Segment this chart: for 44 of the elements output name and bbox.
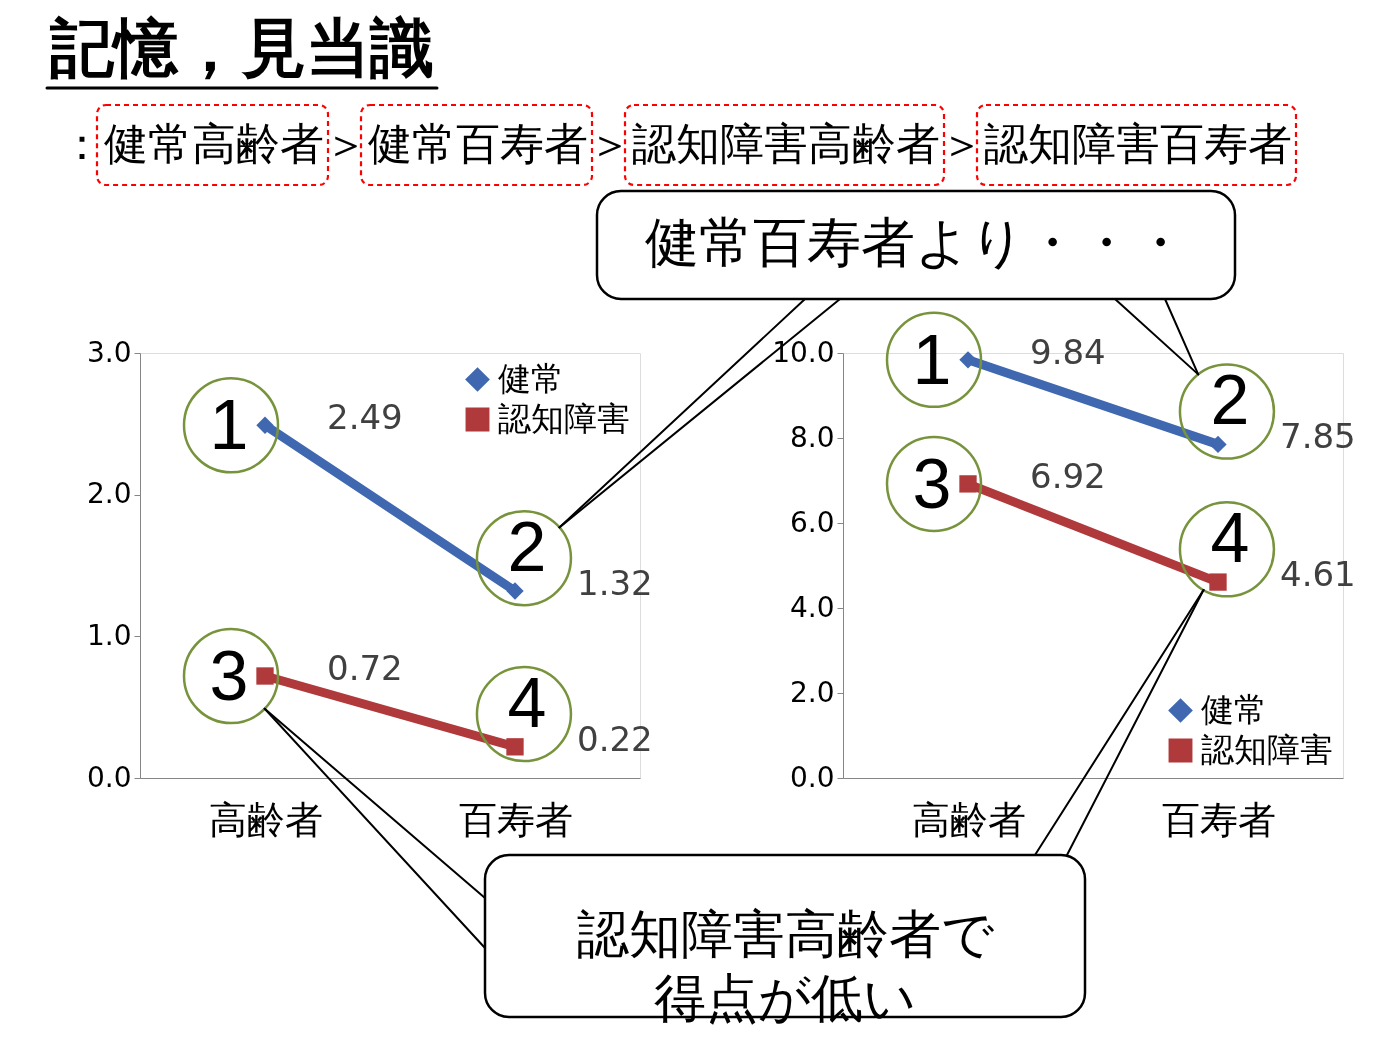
annotation: 1 xyxy=(209,386,249,465)
legend-label: 認知障害 xyxy=(498,398,630,438)
point xyxy=(1209,573,1227,591)
y-tick-label: 0.0 xyxy=(789,760,835,794)
annotation: 4 xyxy=(1210,499,1250,578)
data-label: 1.32 xyxy=(577,563,653,603)
y-tick-label: 4.0 xyxy=(789,590,835,624)
annotation: 3 xyxy=(209,637,249,715)
x-tick-label: 百寿者 xyxy=(1161,797,1276,842)
data-label: 0.72 xyxy=(327,648,403,688)
legend-label: 健常 xyxy=(1201,689,1267,729)
x-tick-label: 高齢者 xyxy=(208,797,323,842)
data-label: 6.92 xyxy=(1030,455,1106,496)
x-tick-label: 高齢者 xyxy=(911,797,1026,842)
point xyxy=(256,667,274,685)
point xyxy=(506,738,524,756)
text: 健常百寿者より・・・ xyxy=(645,211,1187,274)
chart-subtitle: ：健常高齢者＞健常百寿者＞認知障害高齢者＞認知障害百寿者 xyxy=(60,118,1292,169)
y-tick-label: 6.0 xyxy=(789,505,835,539)
annotation: 2 xyxy=(1210,361,1250,440)
legend-label: 認知障害 xyxy=(1201,729,1333,769)
chart-title: 記憶，見当識 xyxy=(49,11,434,85)
data-label: 9.84 xyxy=(1030,331,1106,372)
data-label: 4.61 xyxy=(1280,554,1356,595)
y-tick-label: 10.0 xyxy=(772,335,835,369)
annotation: 4 xyxy=(507,663,547,742)
y-tick-label: 2.0 xyxy=(86,477,132,511)
data-label: 0.22 xyxy=(577,718,653,759)
x-tick-label: 百寿者 xyxy=(458,797,573,842)
point xyxy=(959,351,977,369)
data-label: 2.49 xyxy=(327,397,403,438)
annotation: 3 xyxy=(912,444,952,523)
data-label: 7.85 xyxy=(1280,416,1356,457)
y-tick-label: 3.0 xyxy=(86,335,132,369)
annotation: 2 xyxy=(507,508,547,586)
point xyxy=(256,416,274,434)
y-tick-label: 0.0 xyxy=(86,760,132,794)
annotation: 1 xyxy=(912,320,952,399)
legend-label: 健常 xyxy=(498,358,564,398)
y-tick-label: 8.0 xyxy=(789,420,835,454)
y-tick-label: 1.0 xyxy=(86,618,132,652)
y-tick-label: 2.0 xyxy=(789,675,835,709)
point xyxy=(959,475,977,493)
point xyxy=(506,582,524,600)
